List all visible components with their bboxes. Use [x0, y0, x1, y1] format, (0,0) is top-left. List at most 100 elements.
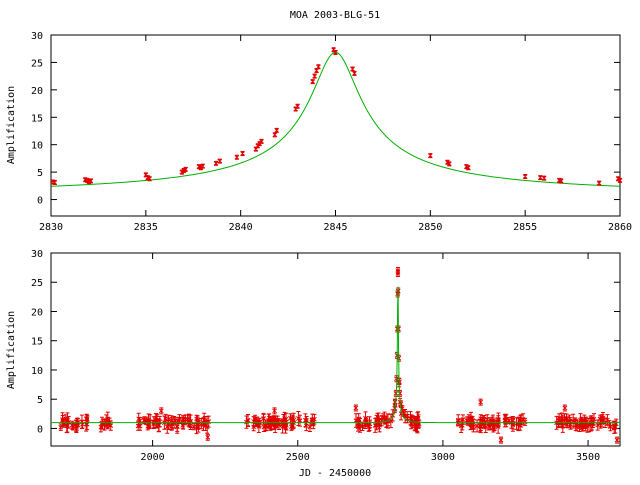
data-point	[80, 419, 85, 429]
data-point	[559, 412, 565, 425]
x-tick-label: 2000	[141, 452, 165, 463]
data-point	[614, 436, 620, 444]
data-point	[588, 415, 594, 425]
data-point	[480, 419, 486, 428]
data-point	[376, 418, 382, 430]
x-tick-label: 2835	[134, 222, 158, 233]
y-tick-label: 15	[31, 113, 43, 124]
data-point	[401, 409, 407, 417]
y-tick-label: 30	[31, 249, 43, 260]
data-point	[408, 411, 413, 426]
data-point	[102, 418, 107, 431]
data-point	[295, 103, 300, 109]
x-tick-label: 3000	[431, 452, 455, 463]
top-y-axis-label: Amplification	[6, 86, 17, 164]
top-plot-frame	[50, 34, 621, 217]
data-point	[69, 420, 75, 430]
data-point	[518, 414, 523, 425]
data-point	[268, 415, 273, 431]
data-point	[541, 175, 547, 181]
y-tick-label: 20	[31, 307, 43, 318]
data-point	[244, 415, 249, 429]
data-point	[164, 419, 170, 434]
data-point	[520, 413, 526, 426]
data-point	[333, 50, 338, 56]
data-point	[217, 158, 223, 164]
top-data-points	[50, 47, 623, 186]
data-point	[310, 79, 316, 85]
data-point	[607, 420, 612, 428]
x-tick-label: 3500	[576, 452, 600, 463]
data-point	[591, 413, 597, 426]
data-point	[331, 47, 336, 53]
data-point	[60, 414, 66, 427]
top-model-curve	[50, 51, 621, 187]
y-tick-label: 15	[31, 337, 43, 348]
data-point	[283, 412, 289, 426]
bottom-x-axis-label: JD - 2450000	[299, 468, 371, 479]
bottom-y-axis-label: Amplification	[6, 311, 17, 389]
data-point	[64, 418, 70, 434]
data-point	[195, 415, 200, 424]
x-tick-label: 2845	[323, 222, 347, 233]
data-point	[154, 414, 160, 429]
y-tick-label: 5	[37, 168, 43, 179]
y-tick-label: 5	[37, 395, 43, 406]
data-point	[382, 411, 387, 424]
data-point	[156, 418, 162, 432]
data-point	[562, 404, 568, 412]
data-point	[240, 150, 245, 156]
data-point	[158, 407, 164, 415]
data-point	[522, 174, 528, 180]
data-point	[188, 420, 193, 430]
data-point	[484, 414, 490, 425]
data-point	[478, 422, 484, 431]
y-tick-label: 10	[31, 141, 43, 152]
data-point	[352, 70, 357, 76]
data-point	[617, 177, 623, 183]
data-point	[186, 414, 192, 428]
data-point	[145, 175, 151, 181]
data-point	[580, 419, 585, 432]
data-point	[205, 433, 211, 441]
bottom-data-points	[58, 267, 620, 444]
data-point	[465, 418, 471, 426]
data-point	[266, 420, 271, 428]
data-point	[176, 416, 182, 425]
data-point	[180, 415, 186, 425]
data-point	[558, 178, 564, 184]
data-point	[194, 419, 199, 435]
top-panel-zoom: 2830 2835 2840 2845 2850 2855 2860 0 5 10 15 20 25 30…	[6, 31, 632, 233]
data-point	[510, 416, 516, 426]
x-tick-label: 2840	[229, 222, 253, 233]
data-point	[522, 417, 528, 426]
data-point	[191, 423, 197, 431]
data-point	[280, 419, 285, 434]
data-point	[446, 161, 452, 167]
data-point	[312, 73, 317, 79]
data-point	[367, 419, 373, 429]
y-tick-label: 30	[31, 31, 43, 42]
x-tick-label: 2855	[513, 222, 537, 233]
data-point	[304, 416, 309, 426]
data-point	[201, 417, 206, 431]
data-point	[196, 420, 201, 433]
data-point	[362, 420, 368, 430]
data-point	[316, 64, 321, 70]
data-point	[427, 153, 433, 159]
data-point	[206, 415, 212, 428]
data-point	[498, 436, 504, 444]
data-point	[84, 418, 90, 431]
data-point	[198, 417, 204, 430]
data-point	[584, 419, 590, 433]
data-point	[605, 414, 610, 426]
data-point	[296, 411, 301, 426]
data-point	[234, 154, 240, 160]
data-point	[471, 419, 476, 430]
bottom-axis-ticks: 2000 2500 3000 3500 0 5 10 15 20 25 30	[31, 249, 620, 463]
chart-title: MOA 2003-BLG-51	[290, 10, 380, 21]
y-tick-label: 20	[31, 86, 43, 97]
x-tick-label: 2850	[418, 222, 442, 233]
data-point	[460, 420, 465, 431]
